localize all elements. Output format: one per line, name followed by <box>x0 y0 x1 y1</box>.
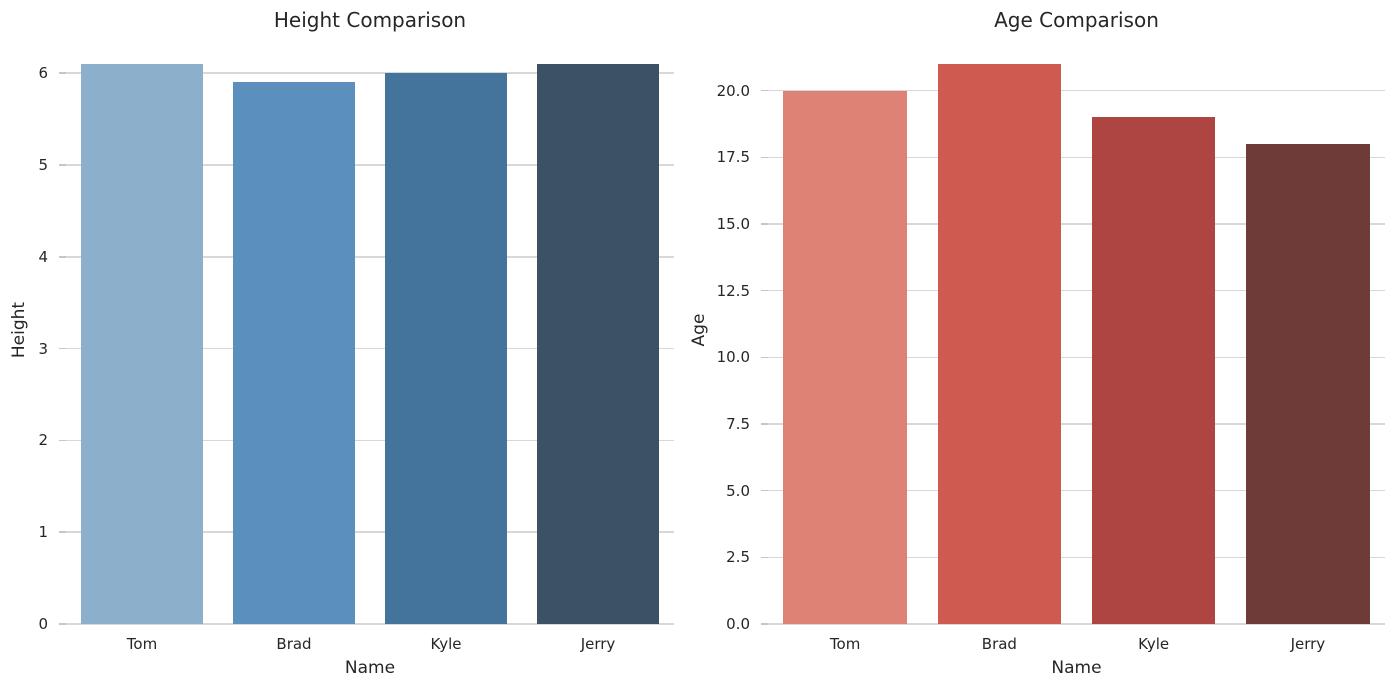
y-tick-mark <box>59 531 66 533</box>
height-chart-title: Height Comparison <box>273 8 467 32</box>
y-tick-label: 15.0 <box>716 215 750 233</box>
gridline <box>768 423 1385 425</box>
bar-brad <box>233 82 355 624</box>
y-tick-label: 12.5 <box>716 281 750 300</box>
x-tick-label: Brad <box>276 635 312 653</box>
x-tick-label: Tom <box>829 635 861 653</box>
y-tick-mark <box>59 347 66 350</box>
gridline <box>66 72 674 74</box>
gridline <box>768 156 1385 159</box>
age-chart-ylabel: Age <box>689 313 709 347</box>
y-tick-mark <box>59 164 66 166</box>
y-tick-mark <box>59 256 66 258</box>
gridline <box>66 347 674 350</box>
gridline <box>66 623 674 625</box>
gridline <box>768 623 1385 625</box>
gridline <box>768 489 1385 492</box>
y-tick-mark <box>761 223 768 225</box>
x-tick-label: Kyle <box>1138 635 1170 653</box>
bar-tom <box>783 90 907 624</box>
y-tick-label: 0.0 <box>726 615 750 633</box>
x-tick-label: Kyle <box>430 635 462 653</box>
x-tick-label: Jerry <box>1290 635 1326 653</box>
y-tick-label: 5.0 <box>726 481 750 500</box>
y-tick-mark <box>59 439 66 442</box>
age-chart-xlabel: Name <box>1051 658 1102 678</box>
y-tick-label: 3 <box>38 339 48 358</box>
y-tick-mark <box>761 556 768 559</box>
gridline <box>768 356 1385 359</box>
y-tick-mark <box>761 623 768 625</box>
y-tick-label: 17.5 <box>716 148 750 167</box>
y-tick-label: 4 <box>38 247 48 266</box>
gridline <box>66 531 674 533</box>
y-tick-mark <box>761 356 768 359</box>
y-tick-mark <box>761 423 768 425</box>
gridline <box>66 256 674 258</box>
y-tick-label: 1 <box>38 523 48 542</box>
bar-kyle <box>1091 117 1216 624</box>
gridline <box>768 223 1385 225</box>
gridline <box>66 439 674 442</box>
y-tick-mark <box>761 289 768 292</box>
gridline <box>768 89 1385 92</box>
bar-jerry <box>1246 144 1370 624</box>
x-tick-label: Tom <box>126 635 158 653</box>
bar-tom <box>81 64 203 624</box>
age-chart-title: Age Comparison <box>994 8 1159 32</box>
height-chart-xlabel: Name <box>344 658 396 678</box>
y-tick-label: 2.5 <box>726 548 750 567</box>
bar-brad <box>937 64 1062 624</box>
y-tick-mark <box>761 489 768 492</box>
bar-jerry <box>537 64 659 624</box>
y-tick-label: 7.5 <box>726 415 750 433</box>
y-tick-mark <box>59 72 66 74</box>
y-tick-label: 6 <box>38 64 48 83</box>
y-tick-label: 10.0 <box>716 348 750 367</box>
y-tick-mark <box>59 623 66 625</box>
y-tick-mark <box>761 156 768 159</box>
x-tick-label: Brad <box>981 635 1017 653</box>
gridline <box>768 556 1385 559</box>
x-tick-label: Jerry <box>580 635 616 653</box>
y-tick-label: 0 <box>38 615 48 633</box>
bar-kyle <box>385 73 507 624</box>
gridline <box>768 289 1385 292</box>
gridline <box>66 164 674 166</box>
y-tick-label: 2 <box>38 431 48 450</box>
height-chart-ylabel: Height <box>9 301 29 359</box>
y-tick-mark <box>761 89 768 92</box>
y-tick-label: 20.0 <box>716 81 750 100</box>
y-tick-label: 5 <box>38 155 48 174</box>
